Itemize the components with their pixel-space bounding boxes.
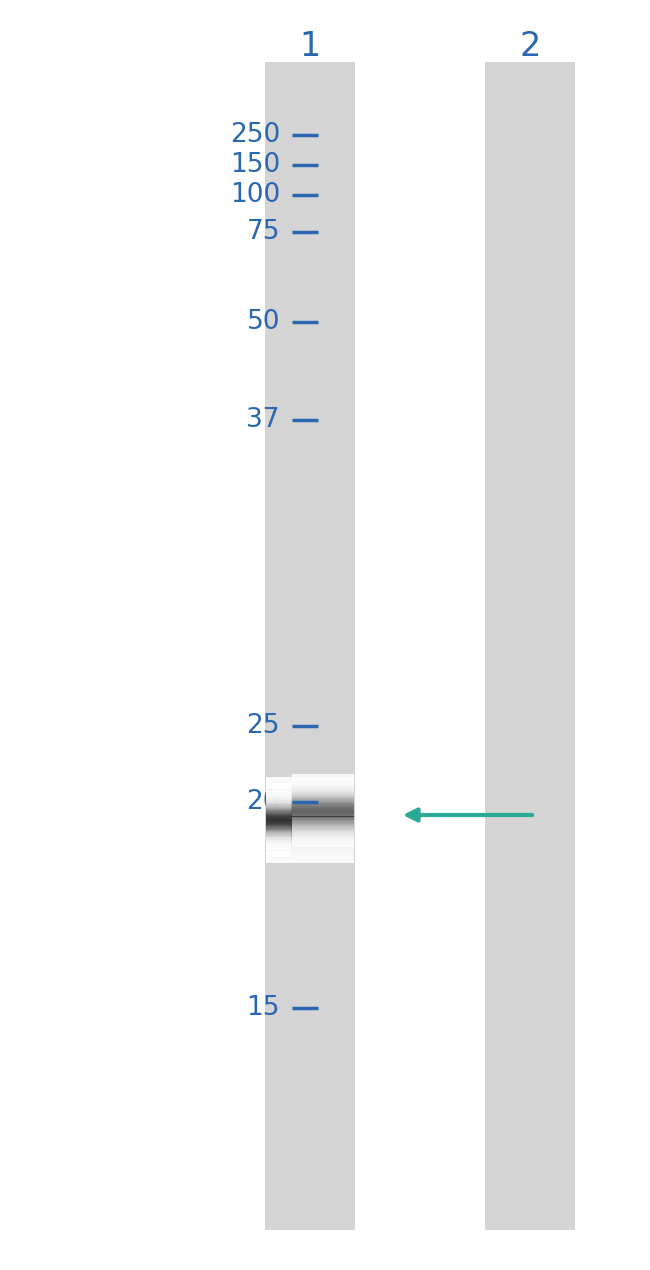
Bar xyxy=(266,859,354,860)
Bar xyxy=(266,860,354,861)
Bar xyxy=(266,792,354,794)
Bar xyxy=(266,813,354,814)
Bar xyxy=(266,834,354,836)
Bar xyxy=(266,833,354,834)
Bar xyxy=(266,846,354,847)
Bar xyxy=(266,794,354,796)
Bar xyxy=(266,803,354,804)
Bar xyxy=(485,62,575,1231)
Bar xyxy=(266,789,354,790)
Bar xyxy=(266,826,354,827)
Bar xyxy=(266,787,354,789)
Bar xyxy=(266,832,354,833)
Bar xyxy=(266,812,354,813)
Text: 1: 1 xyxy=(300,30,320,64)
Bar xyxy=(266,828,354,831)
Bar xyxy=(266,805,354,808)
Bar xyxy=(266,848,354,850)
Bar xyxy=(266,850,354,851)
Bar xyxy=(266,777,354,779)
Bar xyxy=(266,839,354,841)
Bar xyxy=(266,809,354,810)
Bar xyxy=(266,822,354,823)
Bar xyxy=(266,820,354,822)
Bar xyxy=(266,847,354,848)
Bar xyxy=(265,62,355,1231)
Bar xyxy=(266,801,354,803)
Bar xyxy=(266,837,354,838)
Bar xyxy=(266,798,354,799)
Bar xyxy=(266,852,354,855)
Bar xyxy=(266,781,354,784)
Bar xyxy=(266,790,354,791)
Text: 37: 37 xyxy=(246,406,280,433)
Bar xyxy=(266,786,354,787)
Bar xyxy=(266,838,354,839)
Text: 250: 250 xyxy=(229,122,280,149)
Bar xyxy=(266,855,354,856)
Text: 50: 50 xyxy=(246,309,280,335)
Bar xyxy=(266,823,354,824)
Bar xyxy=(266,785,354,786)
Bar xyxy=(266,841,354,843)
Bar xyxy=(266,799,354,800)
Bar xyxy=(266,827,354,828)
Bar xyxy=(266,831,354,832)
Bar xyxy=(266,796,354,798)
Text: 20: 20 xyxy=(246,789,280,815)
Bar xyxy=(266,780,354,781)
Bar xyxy=(266,779,354,780)
Bar xyxy=(266,856,354,857)
Bar xyxy=(266,861,354,862)
Bar xyxy=(266,784,354,785)
Bar xyxy=(266,836,354,837)
Bar xyxy=(266,814,354,815)
Bar xyxy=(266,857,354,859)
Bar xyxy=(266,791,354,792)
Bar xyxy=(266,815,354,817)
Text: 25: 25 xyxy=(246,712,280,739)
Text: 100: 100 xyxy=(229,182,280,208)
Bar xyxy=(266,851,354,852)
Bar xyxy=(266,845,354,846)
Text: 2: 2 xyxy=(519,30,541,64)
Bar xyxy=(266,800,354,801)
Bar xyxy=(266,824,354,826)
Bar xyxy=(266,819,354,820)
Bar xyxy=(266,810,354,812)
Bar xyxy=(266,843,354,845)
Bar xyxy=(266,808,354,809)
Bar xyxy=(266,817,354,819)
Text: 15: 15 xyxy=(246,994,280,1021)
Text: 150: 150 xyxy=(229,152,280,178)
Text: 75: 75 xyxy=(246,218,280,245)
Bar xyxy=(266,804,354,805)
